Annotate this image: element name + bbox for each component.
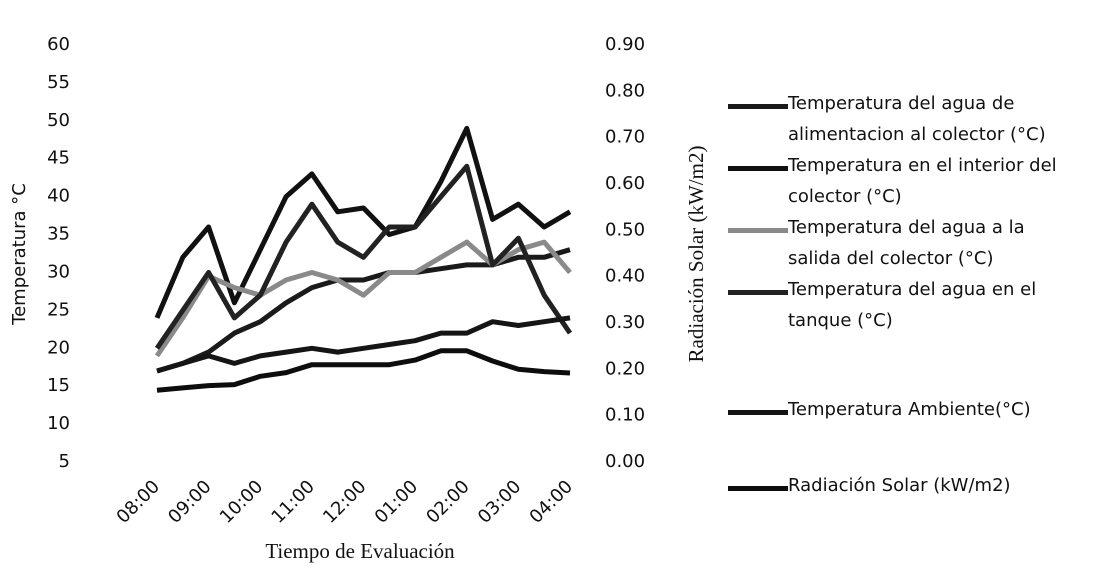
y-tick-label: 30 [47,261,70,282]
legend-entry: Temperatura en el interior del colector … [728,154,1098,212]
y2-tick-label: 0.70 [605,127,645,148]
legend-entry: Temperatura del agua en el tanque (°C) [728,278,1098,336]
y-axis-label: Temperatura °C [9,183,30,326]
y-tick-label: 60 [47,34,70,55]
y2-tick-label: 0.60 [605,173,645,194]
series-line [156,348,571,393]
y-tick-label: 25 [47,299,70,320]
y-tick-label: 5 [59,451,70,472]
x-tick-label: 04:00 [526,476,578,528]
legend-swatch [728,290,788,295]
y2-tick-label: 0.90 [605,34,645,55]
y2-tick-label: 0.80 [605,80,645,101]
legend-swatch [728,104,788,109]
legend-entry: Temperatura del agua a la salida del col… [728,216,1098,274]
legend-swatch [728,228,788,233]
legend-label: Temperatura Ambiente(°C) [788,399,1031,420]
legend-label: Temperatura del agua de alimentacion al … [788,93,1046,145]
y2-tick-label: 0.00 [605,451,645,472]
y-tick-label: 35 [47,224,70,245]
x-tick-label: 09:00 [164,476,216,528]
y-tick-label: 20 [47,337,70,358]
y-tick-label: 15 [47,375,70,396]
y-tick-label: 40 [47,186,70,207]
x-tick-label: 08:00 [113,476,165,528]
series-line [154,125,572,319]
legend-swatch [728,410,788,415]
x-tick-label: 01:00 [371,476,423,528]
legend-swatch [728,166,788,171]
x-tick-label: 11:00 [267,476,319,528]
legend-entry: Temperatura del agua de alimentacion al … [728,92,1098,150]
y2-tick-label: 0.50 [605,219,645,240]
y2-tick-label: 0.20 [605,358,645,379]
y2-axis-label: Radiación Solar (kW/m2) [684,146,708,363]
y-tick-label: 50 [47,110,70,131]
series-line [154,239,572,358]
legend-label: Temperatura del agua en el tanque (°C) [788,279,1037,331]
x-tick-label: 02:00 [422,476,474,528]
legend-entry: Radiación Solar (kW/m2) [728,474,1098,501]
legend-entry: Temperatura Ambiente(°C) [728,398,1098,425]
y2-tick-label: 0.40 [605,266,645,287]
series-line [154,163,573,350]
legend-label: Temperatura en el interior del colector … [788,155,1057,207]
y-tick-label: 10 [47,413,70,434]
series-line [156,247,571,374]
series-line [156,315,571,374]
y2-tick-label: 0.30 [605,312,645,333]
y2-tick-label: 0.10 [605,405,645,426]
y-tick-label: 55 [47,72,70,93]
y-tick-label: 45 [47,148,70,169]
x-tick-label: 12:00 [319,476,371,528]
legend-label: Radiación Solar (kW/m2) [788,475,1011,496]
x-tick-label: 10:00 [216,476,268,528]
x-tick-label: 03:00 [474,476,526,528]
legend-label: Temperatura del agua a la salida del col… [788,217,1025,269]
x-axis-label: Tiempo de Evaluación [265,539,455,563]
legend-swatch [728,486,788,491]
